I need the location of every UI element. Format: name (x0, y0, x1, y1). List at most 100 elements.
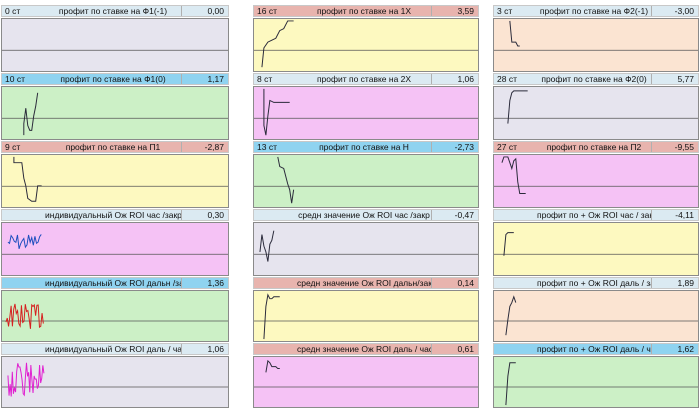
sparkline-chart (1, 18, 229, 72)
chart-panel: 28 ст профит по ставке на Ф2(0) 5,77 (493, 73, 699, 140)
panel-header: 13 ст профит по ставке на Н -2,73 (253, 141, 479, 153)
stake-count (254, 344, 297, 354)
panel-title: профит по ставке на 2Х (316, 74, 412, 84)
panel-title: индивидуальный Ож ROI час /закр (45, 210, 181, 220)
stake-count (494, 344, 537, 354)
sparkline-series (263, 88, 290, 136)
panel-title: профит по + Ож ROI час / закр (537, 210, 651, 220)
sparkline-series (7, 362, 45, 397)
panel-value: 1,89 (651, 278, 698, 288)
stake-count: 10 ст (5, 74, 25, 84)
stake-count (2, 344, 45, 354)
panel-title: профит по ставке на Ф2(-1) (539, 6, 649, 16)
panel-header: 8 ст профит по ставке на 2Х 1,06 (253, 73, 479, 85)
panel-value: 0,14 (431, 278, 478, 288)
stake-count (494, 210, 537, 220)
stake-count: 8 ст (257, 74, 273, 84)
chart-panel: средн значение Ож ROI даль / час 0,61 (253, 343, 479, 408)
panel-value: -4,11 (651, 210, 698, 220)
sparkline-series (507, 90, 528, 124)
sparkline-chart (1, 290, 229, 342)
panel-header: профит по + Ож ROI даль / закр 1,89 (493, 277, 699, 289)
panel-value: -0,47 (431, 210, 478, 220)
chart-panel: индивидуальный Ож ROI час /закр 0,30 (1, 209, 229, 276)
chart-panel: 8 ст профит по ставке на 2Х 1,06 (253, 73, 479, 140)
panel-value: 1,62 (651, 344, 698, 354)
stake-count: 9 ст (5, 142, 21, 152)
panel-header: индивидуальный Ож ROI час /закр 0,30 (1, 209, 229, 221)
sparkline-chart (493, 18, 699, 72)
panel-value: -2,73 (431, 142, 478, 152)
chart-panel: индивидуальный Ож ROI дальн /закр 1,36 (1, 277, 229, 342)
panel-header: 0 ст профит по ставке на Ф1(-1) 0,00 (1, 5, 229, 17)
panel-value: 0,00 (181, 6, 228, 16)
sparkline-series (505, 295, 517, 336)
panel-value: 3,59 (431, 6, 478, 16)
sparkline-chart (1, 222, 229, 276)
panel-header: средн значение Ож ROI даль / час 0,61 (253, 343, 479, 355)
panel-title: профит по ставке на Ф2(0) (541, 74, 647, 84)
chart-panel: 10 ст профит по ставке на Ф1(0) 1,17 (1, 73, 229, 140)
chart-panel: индивидуальный Ож ROI даль / час 1,06 (1, 343, 229, 408)
panel-header: индивидуальный Ож ROI даль / час 1,06 (1, 343, 229, 355)
panel-value: 1,17 (181, 74, 228, 84)
stake-count: 27 ст (497, 142, 517, 152)
sparkline-series (7, 234, 42, 249)
panel-value: 0,30 (181, 210, 228, 220)
sparkline-chart (253, 86, 479, 140)
stake-count: 28 ст (497, 74, 517, 84)
chart-panel: профит по + Ож ROI час / закр -4,11 (493, 209, 699, 276)
panel-header: индивидуальный Ож ROI дальн /закр 1,36 (1, 277, 229, 289)
chart-panel: 13 ст профит по ставке на Н -2,73 (253, 141, 479, 208)
sparkline-chart (493, 86, 699, 140)
panel-title: индивидуальный Ож ROI дальн /закр (45, 278, 181, 288)
sparkline-chart (253, 222, 479, 276)
panel-header: 9 ст профит по ставке на П1 -2,87 (1, 141, 229, 153)
panel-header: профит по + Ож ROI час / закр -4,11 (493, 209, 699, 221)
chart-panel: профит по + Ож ROI даль / закр 1,89 (493, 277, 699, 342)
stake-count: 0 ст (5, 6, 21, 16)
panel-title: профит по ставке на П1 (65, 142, 161, 152)
sparkline-chart (1, 86, 229, 140)
panel-title: средн значение Ож ROI даль / час (297, 344, 431, 354)
sparkline-chart (493, 356, 699, 408)
panel-title: профит по ставке на Н (319, 142, 409, 152)
chart-panel: 16 ст профит по ставке на 1Х 3,59 (253, 5, 479, 72)
panel-title: средн значение Ож ROI дальн/закр (297, 278, 431, 288)
stake-count (494, 278, 537, 288)
stake-count (254, 278, 297, 288)
panel-title: профит по + Ож ROI даль / час (537, 344, 651, 354)
panel-value: 5,77 (651, 74, 698, 84)
stake-count: 3 ст (497, 6, 513, 16)
stake-count (2, 278, 45, 288)
sparkline-series (5, 303, 44, 329)
panel-header: 28 ст профит по ставке на Ф2(0) 5,77 (493, 73, 699, 85)
panel-title: профит по ставке на 1Х (316, 6, 412, 16)
stake-count (254, 210, 297, 220)
panel-title: профит по ставке на П2 (546, 142, 642, 152)
panel-title: индивидуальный Ож ROI даль / час (45, 344, 181, 354)
sparkline-chart (253, 18, 479, 72)
chart-panel: средн значение Ож ROI дальн/закр 0,14 (253, 277, 479, 342)
panel-value: -3,00 (651, 6, 698, 16)
sparkline-chart (253, 290, 479, 342)
sparkline-series (501, 156, 526, 194)
chart-panel: 0 ст профит по ставке на Ф1(-1) 0,00 (1, 5, 229, 72)
chart-panel: 27 ст профит по ставке на П2 -9,55 (493, 141, 699, 208)
sparkline-chart (1, 356, 229, 408)
sparkline-series (509, 20, 520, 47)
chart-panel: 3 ст профит по ставке на Ф2(-1) -3,00 (493, 5, 699, 72)
chart-panel: средн значение Ож ROI час /закр -0,47 (253, 209, 479, 276)
panel-value: 1,06 (431, 74, 478, 84)
stake-count: 13 ст (257, 142, 277, 152)
panel-title: профит по ставке на Ф1(-1) (58, 6, 168, 16)
panel-value: -2,87 (181, 142, 228, 152)
panel-value: 0,61 (431, 344, 478, 354)
panel-title: профит по ставке на Ф1(0) (60, 74, 166, 84)
panel-value: -9,55 (651, 142, 698, 152)
panel-header: профит по + Ож ROI даль / час 1,62 (493, 343, 699, 355)
sparkline-chart (253, 356, 479, 408)
sparkline-series (23, 92, 39, 136)
sparkline-series (263, 293, 280, 340)
sparkline-chart (253, 154, 479, 208)
